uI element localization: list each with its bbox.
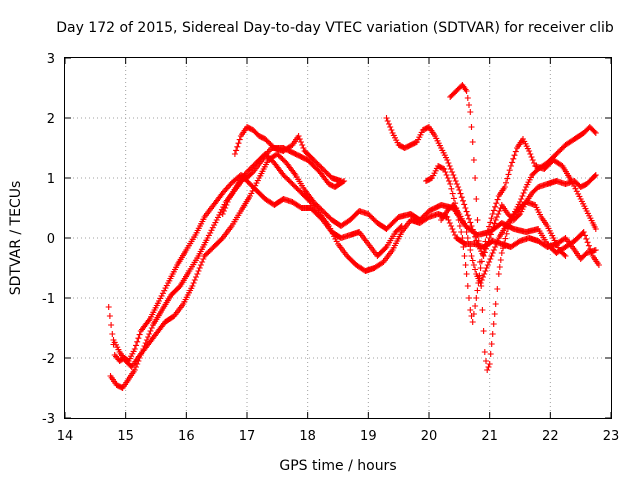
chart-title: Day 172 of 2015, Sidereal Day-to-day VTE… — [56, 20, 614, 36]
x-axis-label: GPS time / hours — [279, 458, 396, 474]
y-tick-label: -3 — [42, 412, 55, 427]
x-tick-label: 23 — [603, 429, 620, 444]
x-tick-label: 22 — [542, 429, 559, 444]
y-tick-label: 3 — [47, 52, 55, 67]
series-track-h — [423, 136, 599, 325]
data-series — [105, 82, 602, 391]
x-tick-label: 14 — [57, 429, 74, 444]
x-tick-label: 15 — [117, 429, 134, 444]
x-tick-label: 17 — [239, 429, 256, 444]
y-tick-label: 0 — [47, 232, 55, 247]
x-tick-label: 16 — [178, 429, 195, 444]
x-tick-label: 20 — [421, 429, 438, 444]
plot-frame — [64, 57, 612, 419]
series-track-i — [438, 199, 569, 286]
y-tick-label: 2 — [47, 112, 55, 127]
x-tick-labels: 14 15 16 17 18 19 20 21 22 23 — [57, 429, 620, 444]
x-tick-label: 18 — [299, 429, 316, 444]
y-tick-label: -2 — [42, 352, 55, 367]
x-tick-label: 19 — [360, 429, 377, 444]
x-tick-label: 21 — [481, 429, 498, 444]
y-tick-label: -1 — [42, 292, 55, 307]
y-axis-label: SDTVAR / TECUs — [8, 181, 24, 296]
series-track-b — [107, 175, 405, 391]
series-markers — [107, 175, 405, 391]
y-tick-labels: -3 -2 -1 0 1 2 3 — [42, 52, 55, 427]
series-markers — [423, 136, 599, 325]
series-track-e — [231, 124, 344, 184]
y-tick-label: 1 — [47, 172, 55, 187]
series-markers — [231, 124, 344, 184]
series-markers — [438, 199, 569, 286]
